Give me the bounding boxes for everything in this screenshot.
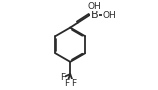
Text: B: B	[91, 10, 99, 20]
Text: F: F	[71, 79, 76, 88]
Text: F: F	[60, 73, 65, 82]
Text: OH: OH	[88, 2, 102, 11]
Text: F: F	[64, 79, 69, 88]
Text: OH: OH	[103, 11, 116, 20]
